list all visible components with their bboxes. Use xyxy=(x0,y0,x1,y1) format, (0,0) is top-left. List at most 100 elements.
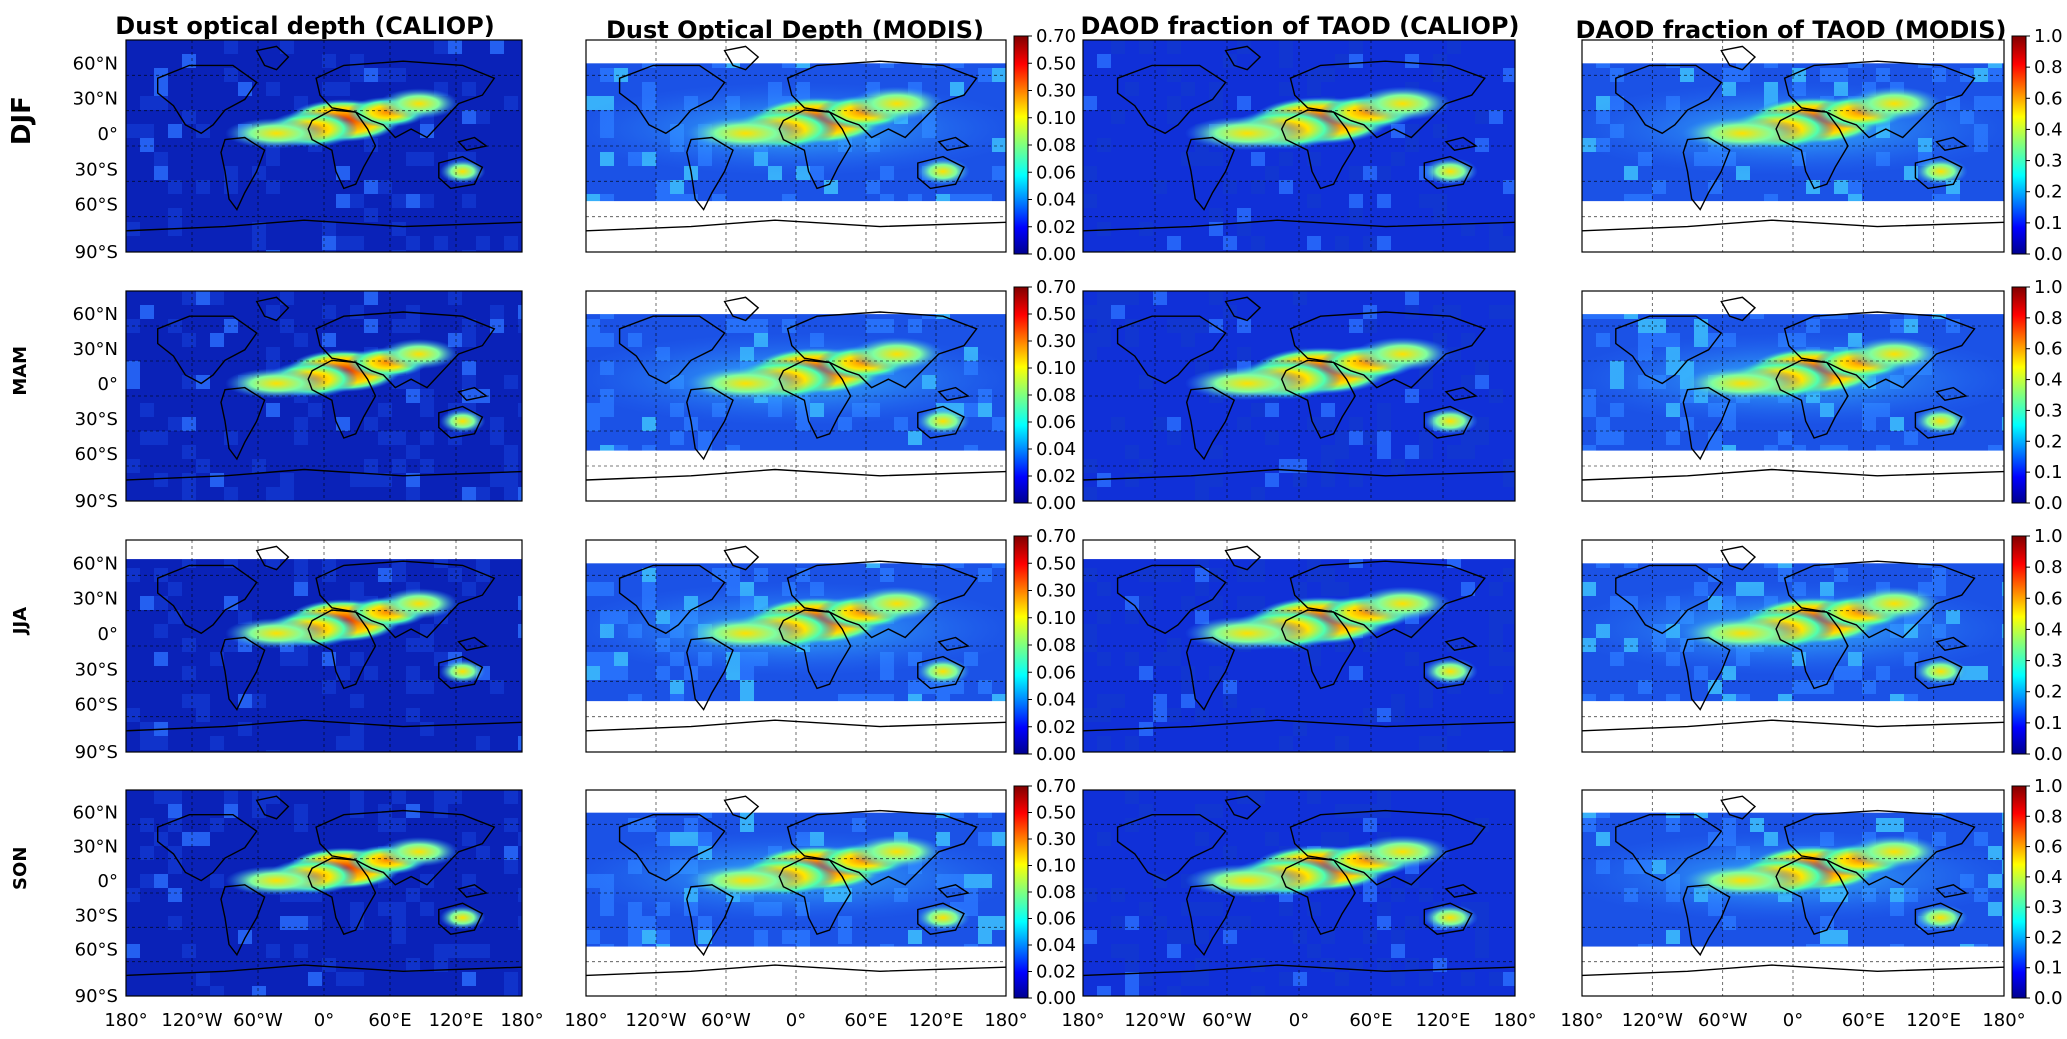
coastline xyxy=(1783,311,1976,389)
season-label-mam: MAM xyxy=(10,346,31,396)
coastline-antarctica xyxy=(586,468,1006,481)
coastline xyxy=(438,902,484,935)
colorbar-tick-label: 0.50 xyxy=(1036,53,1076,74)
map-panel-r3-c3 xyxy=(1082,539,1516,753)
lon-tick-label: 60°E xyxy=(1842,1010,1885,1031)
lat-tick-label: 30°S xyxy=(75,409,118,430)
colorbar-tick-label: 0.70 xyxy=(1036,26,1076,47)
coastline xyxy=(686,136,734,211)
coastline xyxy=(255,296,290,322)
colorbar-tick-label: 0.2 xyxy=(2034,927,2063,948)
map-panel-r4-c3 xyxy=(1082,789,1516,997)
coastline-antarctica xyxy=(1083,964,1515,977)
coastline xyxy=(438,155,484,190)
panel-frame xyxy=(585,290,1007,502)
map-panel-r2-c1 xyxy=(125,290,523,502)
panel-frame xyxy=(585,39,1007,253)
colorbar-tick-label: 0.10 xyxy=(1036,856,1076,877)
coastline xyxy=(1914,655,1963,690)
coastline xyxy=(156,564,258,635)
lon-tick-label: 120°E xyxy=(1906,1010,1961,1031)
missing-data-south xyxy=(1582,450,2004,501)
column-title-caliop-dod: Dust optical depth (CALIOP) xyxy=(115,12,494,40)
colorbar-tick-label: 0.50 xyxy=(1036,304,1076,325)
coastline xyxy=(457,636,489,651)
colorbar-tick-label: 0.06 xyxy=(1036,162,1076,183)
panel-frame xyxy=(1581,539,2005,753)
coastline xyxy=(1423,655,1473,690)
colorbar xyxy=(2011,535,2027,755)
colorbar-tick-label: 0.0 xyxy=(2034,744,2063,765)
colorbar-tick-label: 0.1 xyxy=(2034,462,2063,483)
coastline-antarctica xyxy=(126,719,522,732)
lat-tick-label: 0° xyxy=(98,624,118,645)
coastline xyxy=(1444,636,1478,651)
lon-tick-label: 180° xyxy=(984,1010,1027,1031)
lat-tick-label: 60°N xyxy=(73,802,118,823)
missing-data-north xyxy=(586,40,1006,64)
colorbar-tick-label: 0.2 xyxy=(2034,682,2063,703)
lat-tick-label: 60°N xyxy=(73,553,118,574)
colorbar-tick-label: 0.10 xyxy=(1036,608,1076,629)
coastline-antarctica xyxy=(126,219,522,232)
lon-tick-label: 180° xyxy=(104,1010,147,1031)
lat-tick-label: 0° xyxy=(98,124,118,145)
lon-tick-label: 120°E xyxy=(909,1010,964,1031)
season-label-son: SON xyxy=(10,847,31,890)
missing-data-north xyxy=(1582,790,2004,813)
lat-tick-label: 60°S xyxy=(75,940,118,961)
coastline xyxy=(1935,636,1968,651)
coastline-antarctica xyxy=(1083,719,1515,732)
coastline xyxy=(1289,560,1486,639)
coastline xyxy=(686,636,734,711)
lon-tick-label: 120°W xyxy=(161,1010,222,1031)
colorbar-tick-label: 0.3 xyxy=(2034,897,2063,918)
colorbar xyxy=(1013,535,1029,755)
lon-tick-label: 0° xyxy=(786,1010,806,1031)
colorbar-tick-label: 0.30 xyxy=(1036,331,1076,352)
coastline xyxy=(723,296,760,322)
colorbar-tick-label: 0.06 xyxy=(1036,662,1076,683)
colorbar xyxy=(2011,286,2027,504)
colorbar-tick-label: 0.00 xyxy=(1036,244,1076,265)
lon-tick-label: 180° xyxy=(500,1010,543,1031)
coastline xyxy=(1185,136,1236,211)
lon-tick-label: 0° xyxy=(314,1010,334,1031)
coastline xyxy=(1615,814,1723,882)
coastline xyxy=(786,60,978,139)
coastline xyxy=(220,884,266,957)
colorbar-tick-label: 0.02 xyxy=(1036,466,1076,487)
coastline-antarctica xyxy=(1582,468,2004,481)
coastline xyxy=(937,636,970,651)
lon-tick-label: 0° xyxy=(1289,1010,1309,1031)
column-title-modis-dod: Dust Optical Depth (MODIS) xyxy=(606,16,984,44)
coastline xyxy=(1116,64,1227,135)
coastline-antarctica xyxy=(1083,468,1515,481)
coastline xyxy=(723,795,760,820)
coastline xyxy=(1935,386,1968,401)
coastline xyxy=(618,315,726,385)
lat-tick-label: 0° xyxy=(98,374,118,395)
missing-data-north xyxy=(1582,540,2004,564)
lat-tick-label: 90°S xyxy=(75,986,118,1007)
missing-data-north xyxy=(126,540,522,560)
coastline xyxy=(1116,315,1227,385)
coastline xyxy=(1720,45,1757,71)
lat-tick-label: 30°S xyxy=(75,905,118,926)
coastline xyxy=(156,814,258,882)
lat-tick-label: 90°S xyxy=(75,491,118,512)
map-panel-r3-c4: 0.0 0.1 0.2 0.3 0.4 0.6 0.8 1.0 xyxy=(1581,526,2063,765)
coastline xyxy=(1682,386,1731,461)
coastline xyxy=(1682,636,1731,711)
panel-frame xyxy=(1581,39,2005,253)
colorbar-tick-label: 0.04 xyxy=(1036,690,1076,711)
coastline xyxy=(1682,136,1731,211)
lat-tick-label: 30°N xyxy=(73,89,118,110)
colorbar-tick-label: 0.0 xyxy=(2034,493,2063,514)
missing-data-north xyxy=(586,540,1006,564)
coastline-antarctica xyxy=(586,219,1006,232)
colorbar-tick-label: 1.0 xyxy=(2034,277,2063,298)
coastline xyxy=(255,545,290,571)
lon-tick-label: 60°W xyxy=(233,1010,283,1031)
